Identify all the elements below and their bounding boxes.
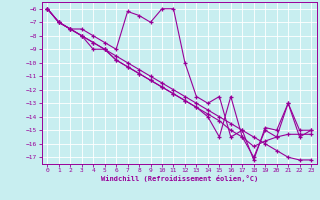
X-axis label: Windchill (Refroidissement éolien,°C): Windchill (Refroidissement éolien,°C): [100, 175, 258, 182]
